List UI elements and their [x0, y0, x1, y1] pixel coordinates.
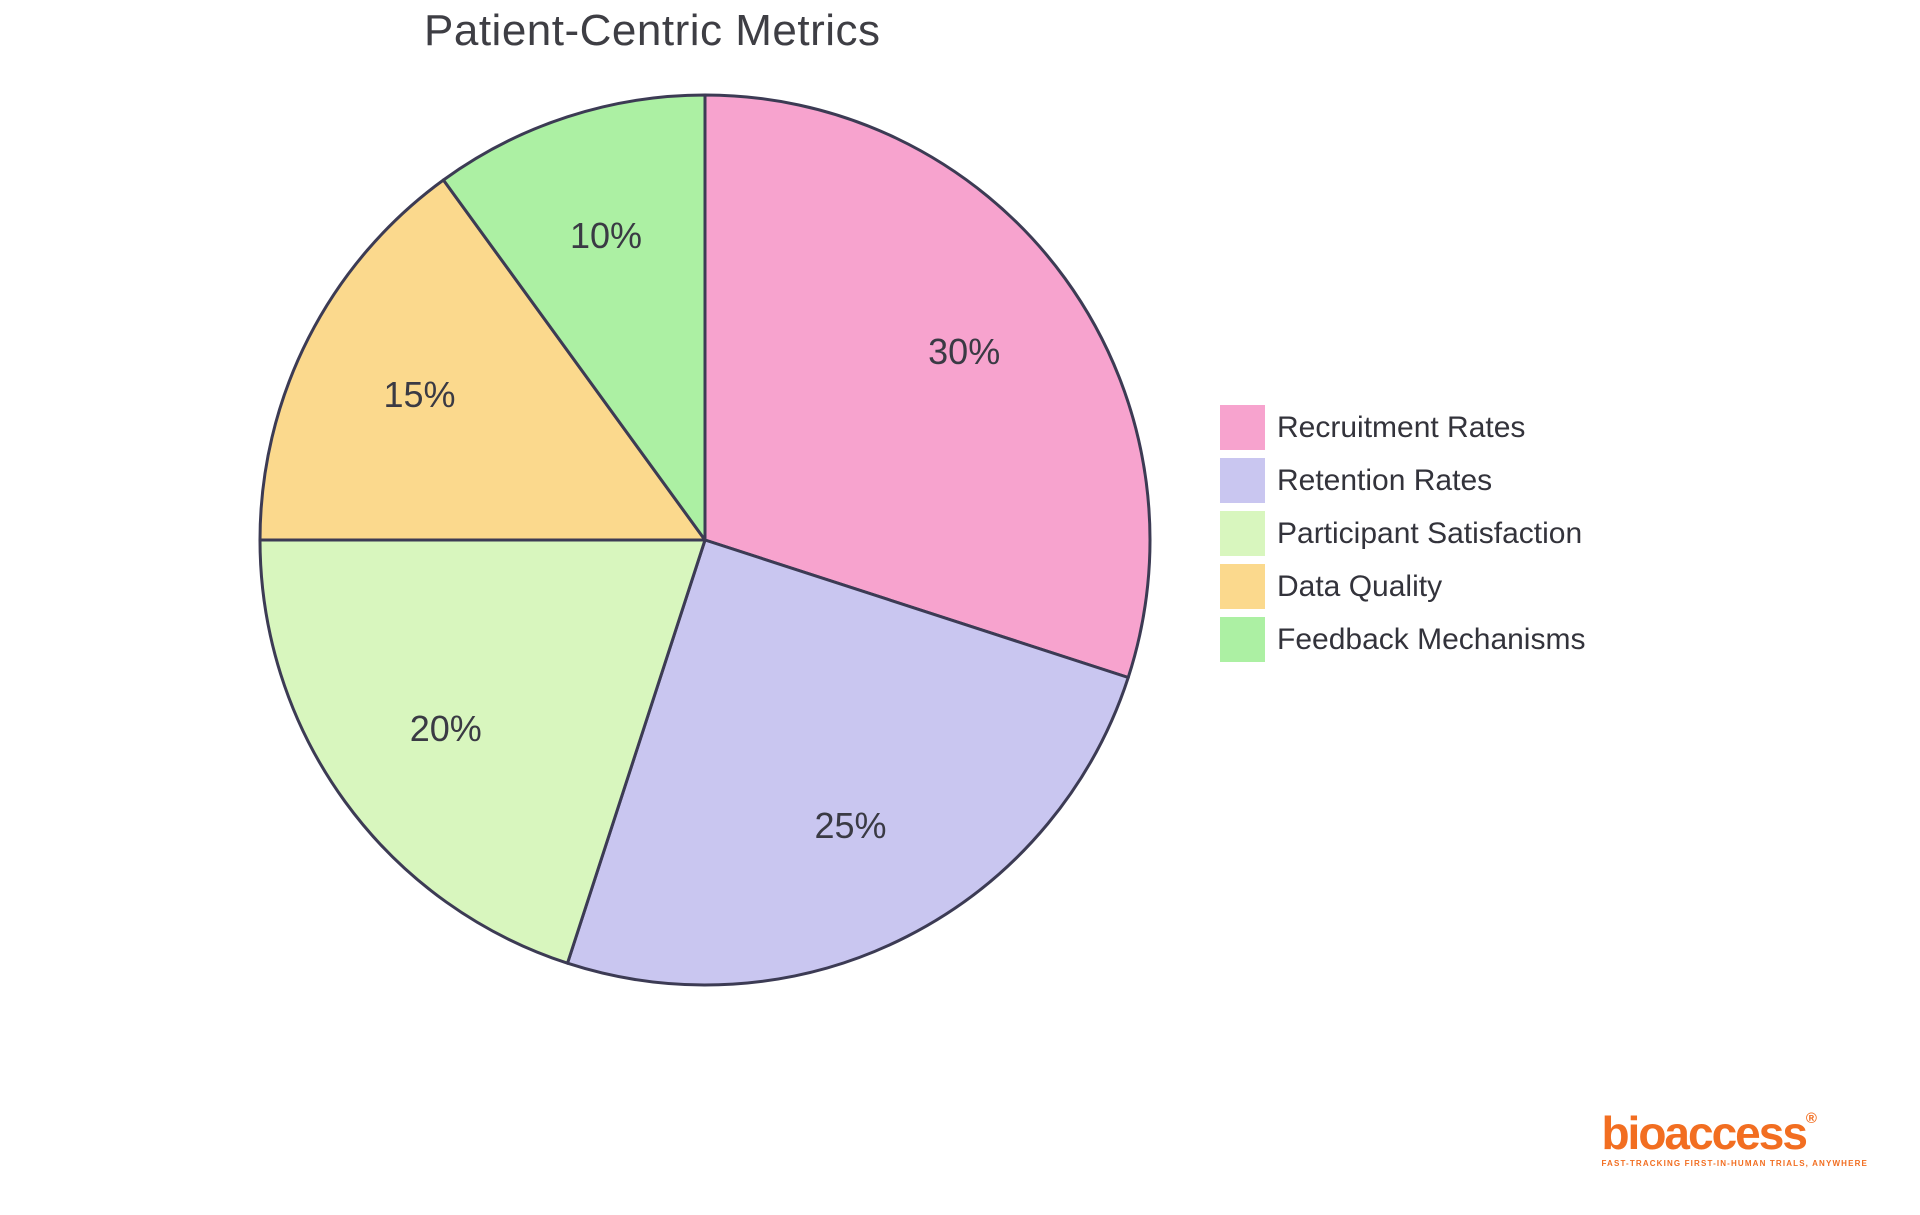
legend-label-retention-rates: Retention Rates: [1277, 463, 1493, 497]
chart-legend: Recruitment Rates Retention Rates Particip…: [1220, 405, 1585, 662]
legend-item-recruitment-rates: Recruitment Rates: [1220, 405, 1585, 450]
pie-slice-data-quality: [258, 178, 707, 542]
pie-percent-label-data-quality: 15%: [383, 374, 455, 415]
legend-item-participant-satisfaction: Participant Satisfaction: [1220, 511, 1585, 556]
legend-swatch-participant-satisfaction: [1220, 511, 1265, 556]
legend-item-data-quality: Data Quality: [1220, 564, 1585, 609]
logo-wordmark-row: bioaccess®: [1601, 1110, 1868, 1156]
legend-item-feedback-mechanisms: Feedback Mechanisms: [1220, 617, 1585, 662]
logo-tagline: FAST-TRACKING FIRST-IN-HUMAN TRIALS, ANY…: [1601, 1159, 1868, 1168]
logo-wordmark: bioaccess: [1601, 1107, 1807, 1159]
legend-label-feedback-mechanisms: Feedback Mechanisms: [1277, 622, 1586, 656]
legend-swatch-data-quality: [1220, 564, 1265, 609]
legend-swatch-recruitment-rates: [1220, 405, 1265, 450]
pie-percent-label-feedback-mechanisms: 10%: [570, 215, 642, 256]
pie-percent-label-recruitment-rates: 30%: [928, 331, 1000, 372]
legend-label-data-quality: Data Quality: [1277, 569, 1443, 603]
pie-percent-label-retention-rates: 25%: [814, 805, 886, 846]
legend-label-recruitment-rates: Recruitment Rates: [1277, 410, 1526, 444]
pie-slice-feedback-mechanisms: [441, 93, 707, 542]
pie-slice-participant-satisfaction: [258, 538, 707, 965]
legend-label-participant-satisfaction: Participant Satisfaction: [1277, 516, 1583, 550]
chart-title: Patient-Centric Metrics: [424, 6, 881, 55]
registered-trademark-icon: ®: [1805, 1110, 1817, 1127]
legend-item-retention-rates: Retention Rates: [1220, 458, 1585, 503]
legend-swatch-feedback-mechanisms: [1220, 617, 1265, 662]
legend-swatch-retention-rates: [1220, 458, 1265, 503]
pie-slice-retention-rates: [565, 538, 1130, 987]
pie-slice-recruitment-rates: [703, 93, 1152, 680]
pie-percent-label-participant-satisfaction: 20%: [410, 708, 482, 749]
bioaccess-logo: bioaccess® FAST-TRACKING FIRST-IN-HUMAN …: [1601, 1110, 1868, 1168]
